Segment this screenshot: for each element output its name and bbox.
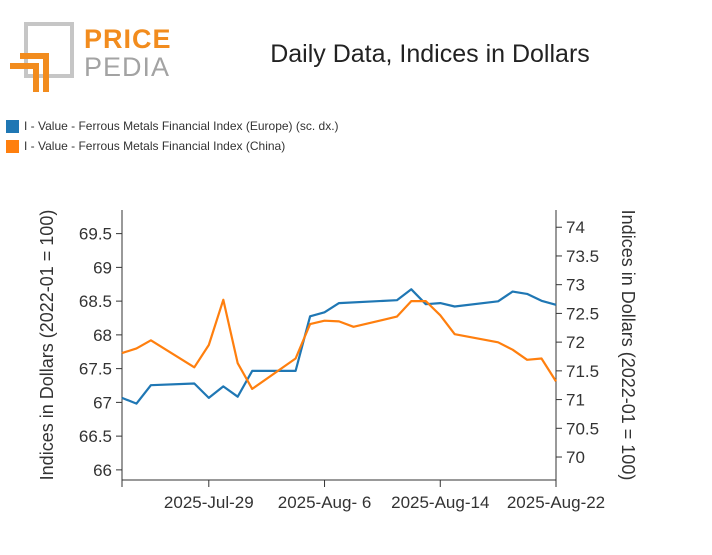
series-line-europe bbox=[121, 288, 557, 405]
y-right-tick-label: 70.5 bbox=[566, 419, 599, 438]
y-axis-right-label: Indices in Dollars (2022-01 = 100) bbox=[618, 210, 638, 481]
legend-swatch-europe bbox=[6, 119, 19, 133]
y-right-tick-label: 72.5 bbox=[566, 304, 599, 323]
x-tick-label: 2025-Aug-14 bbox=[391, 493, 489, 512]
legend-swatch-china bbox=[6, 139, 19, 153]
x-tick-label: 2025-Jul-29 bbox=[164, 493, 254, 512]
y-right-tick-label: 74 bbox=[566, 218, 585, 237]
y-left-tick-label: 66 bbox=[93, 461, 112, 480]
logo-word-price: PRICE bbox=[84, 24, 172, 54]
y-left-tick-label: 68.5 bbox=[79, 292, 112, 311]
legend-item-europe[interactable]: I - Value - Ferrous Metals Financial Ind… bbox=[6, 119, 339, 133]
legend-label-china: I - Value - Ferrous Metals Financial Ind… bbox=[24, 139, 286, 153]
y-axis-left-label: Indices in Dollars (2022-01 = 100) bbox=[37, 210, 57, 481]
y-right-tick-label: 72 bbox=[566, 333, 585, 352]
chart-title: Daily Data, Indices in Dollars bbox=[270, 40, 590, 68]
series-line-china bbox=[121, 298, 557, 390]
pricepedia-logo: PRICE PEDIA bbox=[8, 22, 171, 97]
legend-item-china[interactable]: I - Value - Ferrous Metals Financial Ind… bbox=[6, 139, 285, 153]
y-left-tick-label: 67.5 bbox=[79, 360, 112, 379]
axes: 66 66.5 67 67.5 68 68.5 69 69.5 70 70.5 71 71.5 72 72… bbox=[79, 210, 605, 512]
y-right-tick-label: 70 bbox=[566, 448, 585, 467]
logo-mark bbox=[10, 22, 74, 92]
legend-label-europe: I - Value - Ferrous Metals Financial Ind… bbox=[24, 119, 339, 133]
y-right-tick-label: 73.5 bbox=[566, 247, 599, 266]
y-right-tick-label: 71.5 bbox=[566, 362, 599, 381]
y-right-tick-label: 73 bbox=[566, 276, 585, 295]
y-right-tick-label: 71 bbox=[566, 391, 585, 410]
logo-word-pedia: PEDIA bbox=[84, 52, 171, 82]
series-layer bbox=[121, 288, 557, 405]
x-tick-label: 2025-Aug-22 bbox=[507, 493, 605, 512]
x-tick-label: 2025-Aug- 6 bbox=[278, 493, 372, 512]
y-left-tick-label: 69 bbox=[93, 258, 112, 277]
y-left-tick-label: 66.5 bbox=[79, 427, 112, 446]
y-left-tick-label: 69.5 bbox=[79, 225, 112, 244]
y-left-tick-label: 67 bbox=[93, 393, 112, 412]
y-left-tick-label: 68 bbox=[93, 326, 112, 345]
